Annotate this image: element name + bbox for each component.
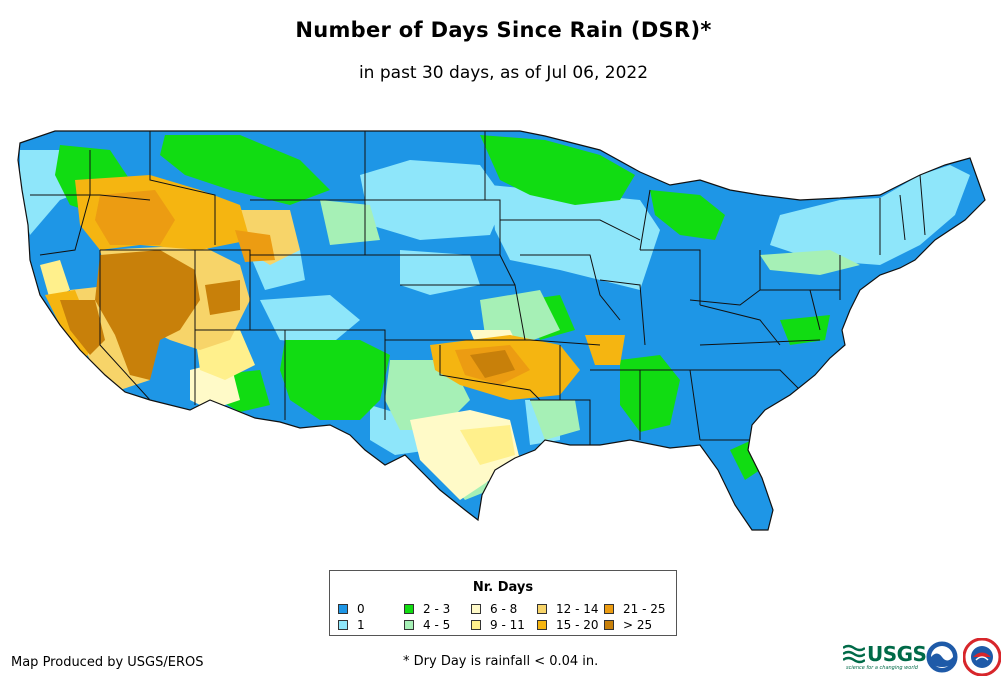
legend-label: 6 - 8 — [490, 602, 518, 616]
legend-swatch — [537, 604, 547, 614]
legend-swatch — [604, 604, 614, 614]
legend-swatch — [537, 620, 547, 630]
legend-swatch — [471, 620, 481, 630]
legend-label: > 25 — [623, 618, 653, 632]
dry-day-footnote: * Dry Day is rainfall < 0.04 in. — [403, 654, 599, 669]
legend-label: 4 - 5 — [423, 618, 451, 632]
legend: Nr. Days 0 1 2 - 3 4 - 5 6 - 8 9 - 11 12… — [329, 570, 677, 636]
legend-label: 21 - 25 — [623, 602, 666, 616]
legend-swatch — [471, 604, 481, 614]
dsr-raster — [18, 131, 985, 530]
legend-item: 12 - 14 — [537, 602, 599, 616]
usgs-logo: USGS — [843, 642, 927, 666]
legend-swatch — [338, 620, 348, 630]
legend-label: 2 - 3 — [423, 602, 451, 616]
legend-item: > 25 — [604, 618, 652, 632]
usgs-logo-text: USGS — [867, 642, 927, 666]
legend-label: 12 - 14 — [556, 602, 599, 616]
map-credit: Map Produced by USGS/EROS — [11, 655, 204, 670]
legend-item: 0 — [338, 602, 365, 616]
legend-item: 2 - 3 — [404, 602, 450, 616]
legend-item: 4 - 5 — [404, 618, 450, 632]
legend-item: 1 — [338, 618, 365, 632]
legend-item: 15 - 20 — [537, 618, 599, 632]
state-borders — [30, 131, 926, 445]
legend-item: 21 - 25 — [604, 602, 666, 616]
legend-item: 9 - 11 — [471, 618, 525, 632]
legend-label: 0 — [357, 602, 365, 616]
legend-swatch — [404, 604, 414, 614]
usgs-tagline: science for a changing world — [846, 665, 918, 671]
nws-logo-icon — [963, 638, 1001, 676]
legend-label: 9 - 11 — [490, 618, 525, 632]
legend-swatch — [338, 604, 348, 614]
legend-item: 6 - 8 — [471, 602, 517, 616]
noaa-logo-icon — [925, 640, 959, 674]
map-title: Number of Days Since Rain (DSR)* — [295, 18, 712, 42]
legend-label: 1 — [357, 618, 365, 632]
legend-label: 15 - 20 — [556, 618, 599, 632]
legend-swatch — [404, 620, 414, 630]
usgs-wave-icon — [843, 644, 865, 664]
legend-swatch — [604, 620, 614, 630]
legend-title: Nr. Days — [472, 580, 534, 595]
map-subtitle: in past 30 days, as of Jul 06, 2022 — [358, 63, 649, 83]
